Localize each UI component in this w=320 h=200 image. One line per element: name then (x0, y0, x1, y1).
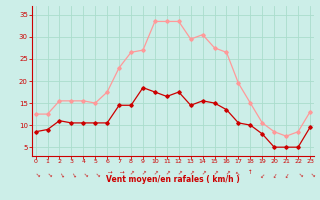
Text: ↑: ↑ (164, 170, 170, 177)
Text: ↑: ↑ (116, 170, 122, 175)
Text: ↑: ↑ (211, 170, 218, 177)
Text: ↑: ↑ (92, 170, 99, 177)
Text: ↑: ↑ (140, 170, 146, 177)
Text: ↑: ↑ (187, 170, 194, 177)
Text: ↑: ↑ (259, 170, 266, 177)
Text: ↑: ↑ (223, 170, 230, 177)
Text: ↑: ↑ (68, 170, 75, 177)
Text: ↑: ↑ (151, 170, 158, 177)
Text: ↑: ↑ (56, 170, 63, 177)
Text: ↑: ↑ (128, 170, 134, 177)
Text: ↑: ↑ (32, 170, 39, 177)
Text: ↑: ↑ (295, 170, 301, 177)
Text: ↑: ↑ (235, 170, 242, 177)
Text: ↑: ↑ (105, 170, 110, 175)
Text: ↑: ↑ (80, 170, 87, 177)
Text: ↑: ↑ (283, 170, 289, 177)
X-axis label: Vent moyen/en rafales ( km/h ): Vent moyen/en rafales ( km/h ) (106, 175, 240, 184)
Text: ↑: ↑ (307, 170, 313, 177)
Text: ↑: ↑ (271, 170, 277, 177)
Text: ↑: ↑ (248, 170, 253, 175)
Text: ↑: ↑ (199, 170, 206, 177)
Text: ↑: ↑ (44, 170, 51, 177)
Text: ↑: ↑ (175, 170, 182, 177)
